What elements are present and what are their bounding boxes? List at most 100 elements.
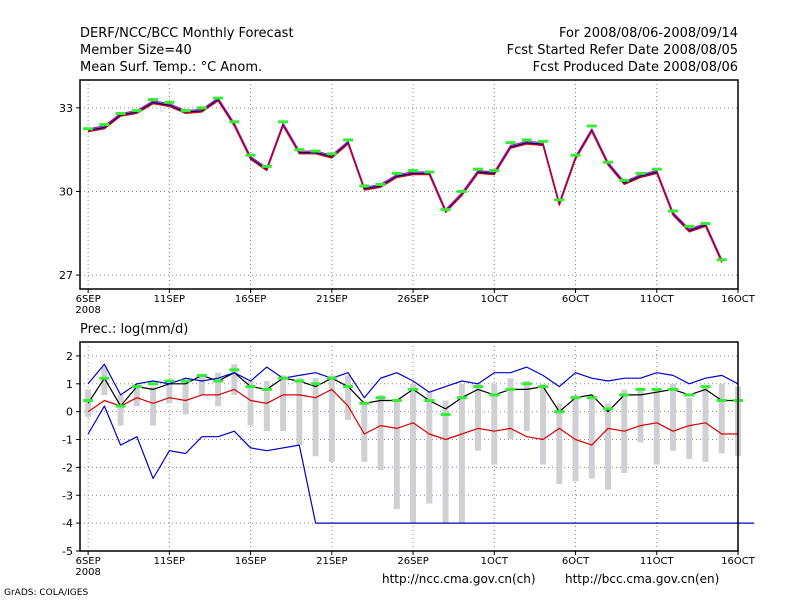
- mean-marker: [473, 167, 484, 171]
- mean-marker: [586, 396, 597, 400]
- x-tick-label: 6OCT: [562, 294, 590, 305]
- spread-bar: [328, 375, 335, 462]
- mean-marker: [489, 169, 500, 173]
- mean-marker: [196, 106, 207, 110]
- mean-marker: [375, 183, 386, 186]
- spread-bar: [247, 381, 254, 426]
- mean-marker: [635, 171, 646, 175]
- mean-marker: [440, 208, 451, 212]
- grads-credit: GrADS: COLA/IGES: [4, 588, 89, 598]
- mean-marker: [375, 396, 386, 400]
- produced-date-line: Fcst Produced Date 2008/08/06: [532, 60, 738, 75]
- spread-bar: [410, 383, 417, 524]
- mean-marker: [245, 385, 256, 389]
- member-size-line: Member Size=40: [80, 43, 192, 58]
- spread-bar: [198, 375, 205, 395]
- panel-title: Prec.: log(mm/d): [80, 322, 188, 337]
- mean-marker: [651, 167, 662, 171]
- variable-line: Mean Surf. Temp.: °C Anom.: [80, 60, 263, 75]
- series-line-upper: [87, 363, 739, 399]
- spread-bar: [637, 389, 644, 443]
- x-tick-label: 21SEP: [316, 556, 347, 567]
- mean-marker: [521, 382, 532, 386]
- x-tick-label: 11OCT: [640, 294, 675, 305]
- mean-marker: [668, 387, 679, 391]
- mean-marker: [473, 385, 484, 389]
- mean-marker: [278, 120, 289, 124]
- mean-marker: [261, 164, 272, 168]
- mean-marker: [326, 376, 337, 380]
- x-tick-label: 11SEP: [154, 294, 185, 305]
- forecast-period-line: For 2008/08/06-2008/09/14: [559, 26, 738, 41]
- mean-marker: [310, 382, 321, 386]
- x-tick-label: 1OCT: [481, 556, 509, 567]
- spread-bar: [312, 378, 319, 457]
- mean-marker: [570, 153, 581, 157]
- mean-marker: [391, 399, 402, 403]
- mean-marker: [619, 393, 630, 397]
- spread-bar: [263, 381, 270, 432]
- spread-bar: [702, 386, 709, 462]
- mean-marker: [408, 169, 419, 173]
- mean-marker: [570, 396, 581, 400]
- x-tick-label: 26SEP: [397, 556, 428, 567]
- spread-bar: [166, 381, 173, 404]
- url-en-link[interactable]: http://bcc.cma.gov.cn(en): [565, 572, 720, 586]
- mean-marker: [278, 376, 289, 380]
- mean-marker: [261, 387, 272, 391]
- mean-marker: [245, 153, 256, 157]
- mean-marker: [310, 149, 321, 153]
- y-tick-label: -3: [62, 489, 73, 502]
- spread-bar: [182, 381, 189, 415]
- mean-marker: [408, 387, 419, 391]
- x-tick-label: 16OCT: [721, 556, 756, 567]
- spread-bar: [572, 394, 579, 482]
- spread-bar: [588, 394, 595, 479]
- mean-marker: [554, 410, 565, 414]
- spread-bar: [475, 383, 482, 451]
- mean-marker: [213, 96, 224, 100]
- mean-marker: [456, 396, 467, 400]
- y-tick-label: 27: [59, 269, 73, 282]
- x-tick-label: 6SEP: [76, 294, 101, 305]
- y-tick-label: -5: [62, 545, 73, 558]
- spread-bar: [280, 375, 287, 432]
- spread-bar: [507, 378, 514, 440]
- url-ch-link[interactable]: http://ncc.cma.gov.cn(ch): [382, 572, 536, 586]
- mean-marker: [538, 385, 549, 389]
- y-tick-label: -2: [62, 461, 73, 474]
- mean-marker: [115, 404, 126, 408]
- mean-marker: [196, 373, 207, 377]
- mean-marker: [229, 368, 240, 372]
- series-line-upper: [87, 97, 723, 260]
- mean-marker: [424, 399, 435, 403]
- x-tick-sublabel: 2008: [75, 305, 100, 316]
- mean-marker: [603, 407, 614, 411]
- y-tick-label: 2: [66, 350, 73, 363]
- y-tick-label: -4: [62, 517, 73, 530]
- mean-marker: [213, 379, 224, 383]
- mean-marker: [538, 139, 549, 143]
- mean-marker: [489, 393, 500, 397]
- mean-marker: [99, 123, 110, 127]
- spread-bar: [426, 392, 433, 504]
- x-tick-label: 11SEP: [154, 556, 185, 567]
- y-tick-label: -1: [62, 434, 73, 447]
- mean-marker: [164, 100, 175, 104]
- mean-marker: [115, 111, 126, 115]
- mean-marker: [180, 109, 191, 113]
- mean-marker: [391, 171, 402, 175]
- y-tick-label: 33: [59, 102, 73, 115]
- x-tick-label: 1OCT: [481, 294, 509, 305]
- mean-marker: [440, 412, 451, 416]
- mean-marker: [83, 399, 94, 403]
- mean-marker: [456, 189, 467, 193]
- mean-marker: [505, 387, 516, 391]
- mean-marker: [294, 379, 305, 383]
- mean-marker: [635, 387, 646, 391]
- spread-bar: [133, 383, 140, 407]
- spread-bar: [377, 394, 384, 471]
- mean-marker: [521, 138, 532, 142]
